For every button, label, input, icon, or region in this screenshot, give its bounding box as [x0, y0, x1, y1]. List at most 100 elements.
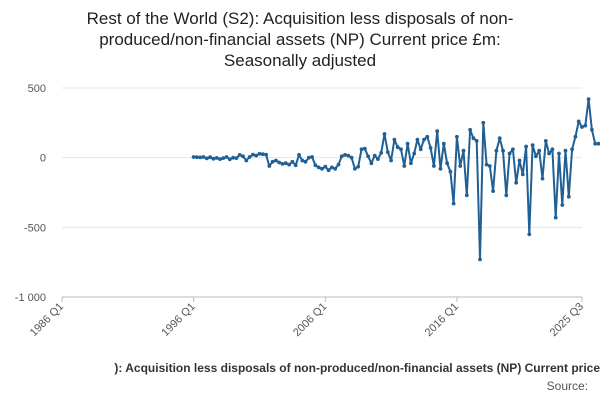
- data-point: [343, 153, 347, 157]
- x-tick-label: 2016 Q1: [423, 301, 461, 339]
- data-point: [543, 139, 548, 143]
- data-point: [570, 147, 574, 152]
- x-tick-label: 1996 Q1: [159, 301, 197, 339]
- data-point: [560, 203, 565, 207]
- data-point: [251, 152, 255, 157]
- series-line: [193, 98, 599, 261]
- data-point: [204, 156, 209, 161]
- data-point: [514, 180, 519, 185]
- data-point: [280, 162, 285, 166]
- data-point: [566, 194, 571, 199]
- data-point: [231, 155, 236, 160]
- data-point: [583, 123, 588, 128]
- data-point: [576, 119, 581, 124]
- data-point: [257, 151, 262, 156]
- data-point: [517, 158, 522, 163]
- data-point: [425, 134, 430, 139]
- data-point: [593, 141, 598, 146]
- data-point: [524, 144, 528, 149]
- data-point: [501, 148, 505, 153]
- data-point: [349, 155, 354, 160]
- data-point: [448, 169, 453, 174]
- data-point: [511, 147, 515, 152]
- data-point: [530, 143, 535, 148]
- data-point: [297, 153, 301, 157]
- data-point: [326, 168, 331, 173]
- data-point: [464, 193, 469, 198]
- data-point: [353, 166, 357, 171]
- data-point: [405, 141, 410, 146]
- data-point: [468, 127, 472, 132]
- data-point: [590, 127, 594, 132]
- data-point: [596, 141, 600, 146]
- data-point: [247, 155, 252, 159]
- data-point: [303, 159, 308, 164]
- x-tick-label: 1986 Q1: [28, 301, 66, 339]
- data-series: [191, 97, 600, 262]
- data-point: [487, 164, 492, 168]
- data-point: [418, 147, 423, 152]
- data-point: [254, 153, 259, 158]
- data-point: [227, 157, 232, 162]
- data-point: [201, 155, 206, 159]
- data-point: [218, 157, 222, 162]
- data-point: [438, 166, 443, 171]
- data-point: [520, 172, 525, 177]
- data-point: [461, 148, 466, 153]
- data-point: [422, 137, 426, 142]
- data-point: [362, 146, 367, 151]
- data-point: [366, 154, 370, 159]
- data-point: [573, 134, 578, 139]
- data-point: [208, 155, 213, 160]
- data-point: [550, 147, 555, 152]
- data-point: [376, 157, 380, 162]
- data-point: [399, 147, 403, 152]
- data-point: [494, 148, 499, 153]
- data-point: [333, 166, 338, 171]
- data-point: [402, 164, 407, 168]
- data-point: [409, 161, 413, 166]
- data-point: [428, 146, 433, 150]
- data-point: [214, 156, 219, 160]
- data-point: [484, 162, 489, 167]
- data-point: [211, 156, 216, 161]
- data-point: [195, 155, 199, 160]
- data-point: [537, 148, 542, 153]
- data-point: [435, 129, 440, 134]
- data-point: [385, 150, 390, 155]
- data-point: [330, 165, 334, 170]
- data-point: [287, 162, 291, 167]
- data-point: [455, 134, 459, 139]
- data-point: [445, 161, 449, 166]
- data-point: [534, 154, 538, 159]
- data-point: [372, 153, 377, 158]
- data-point: [356, 164, 361, 169]
- data-point: [234, 156, 239, 161]
- data-point: [382, 132, 387, 136]
- data-point: [320, 166, 324, 171]
- data-point: [300, 158, 305, 163]
- chart-title-line-3: Seasonally adjusted: [223, 51, 377, 70]
- x-tick-label: 2025 Q3: [548, 301, 586, 339]
- chart-title-line-2: produced/non-financial assets (NP) Curre…: [99, 30, 501, 49]
- data-point: [458, 164, 463, 168]
- y-tick-label: -500: [24, 222, 46, 234]
- y-tick-label: -1 000: [15, 292, 46, 304]
- data-point: [369, 161, 374, 166]
- y-tick-label: 0: [40, 153, 46, 165]
- data-point: [580, 125, 584, 129]
- data-point: [336, 162, 341, 167]
- data-point: [244, 158, 249, 163]
- data-point: [478, 257, 482, 262]
- data-point: [241, 154, 245, 159]
- data-point: [415, 137, 420, 142]
- data-point: [547, 151, 551, 156]
- x-axis: 1986 Q1 1996 Q1 2006 Q1 2016 Q1 2025 Q3: [28, 296, 586, 339]
- data-point: [471, 136, 476, 141]
- data-point: [497, 136, 502, 141]
- source-label: Source:: [546, 379, 588, 393]
- data-point: [323, 164, 328, 169]
- y-axis-ticks: 500 0 -500 -1 000: [15, 83, 46, 304]
- data-point: [339, 154, 344, 159]
